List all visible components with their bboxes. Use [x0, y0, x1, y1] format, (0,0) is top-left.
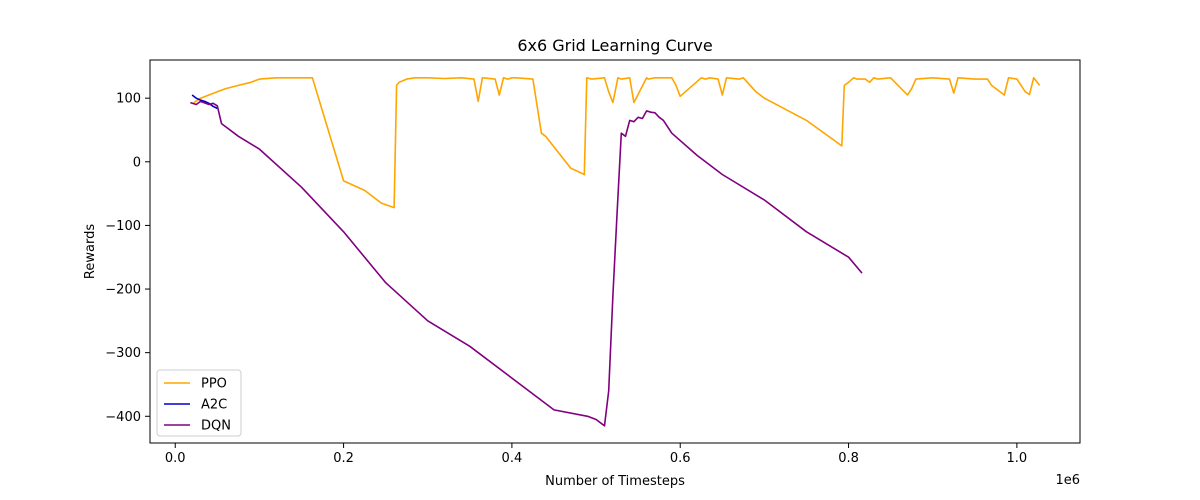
- x-axis-label: Number of Timesteps: [545, 474, 685, 489]
- x-tick-label: 0.6: [670, 451, 691, 466]
- series-line-dqn: [190, 100, 863, 427]
- x-tick-label: 0.2: [333, 451, 354, 466]
- series-lines: [190, 77, 1041, 427]
- series-line-a2c: [191, 94, 218, 110]
- y-axis-label: Rewards: [83, 224, 98, 279]
- y-tick-label: −300: [105, 346, 141, 361]
- y-tick-label: 0: [133, 155, 141, 170]
- legend-label-dqn: DQN: [201, 419, 231, 434]
- legend-label-ppo: PPO: [201, 377, 227, 392]
- y-tick-label: −400: [105, 410, 141, 425]
- x-tick-label: 1.0: [1007, 451, 1028, 466]
- y-axis-ticks: −400 −300 −200 −100 0 100: [105, 92, 150, 425]
- y-tick-label: −200: [105, 283, 141, 298]
- x-tick-label: 0.0: [165, 451, 186, 466]
- y-tick-label: −100: [105, 219, 141, 234]
- x-tick-label: 0.8: [838, 451, 859, 466]
- y-tick-label: 100: [116, 92, 141, 107]
- plot-frame: [149, 59, 1081, 444]
- x-axis-multiplier: 1e6: [1055, 473, 1080, 488]
- legend: PPO A2C DQN: [156, 369, 242, 437]
- series-line-ppo: [193, 77, 1041, 209]
- x-tick-label: 0.4: [502, 451, 523, 466]
- legend-box: [156, 369, 242, 437]
- x-axis-ticks: 0.0 0.2 0.4 0.6 0.8 1.0: [165, 443, 1027, 466]
- legend-label-a2c: A2C: [201, 398, 227, 413]
- chart-title: 6x6 Grid Learning Curve: [517, 36, 712, 55]
